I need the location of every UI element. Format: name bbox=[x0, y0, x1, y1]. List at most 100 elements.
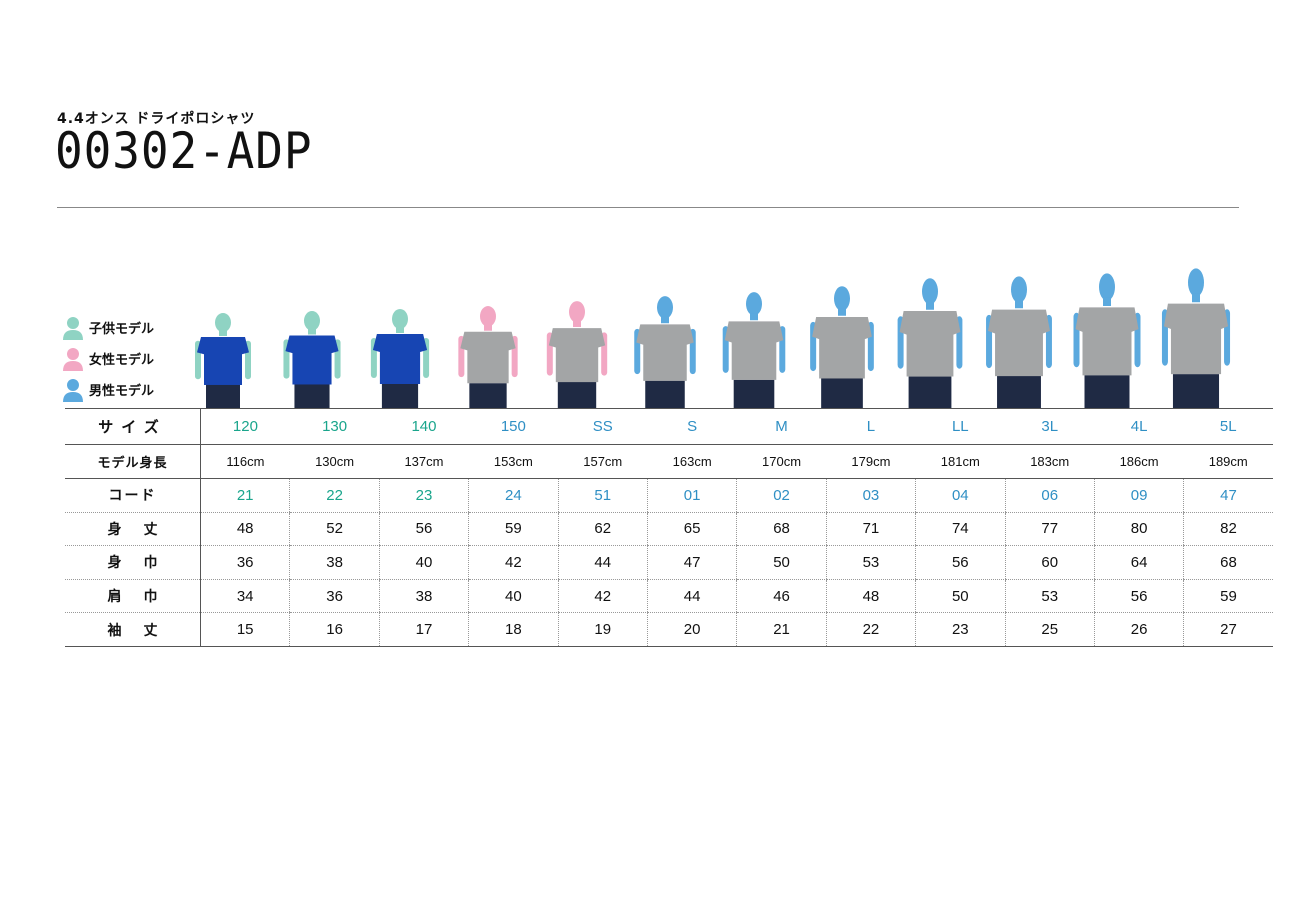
model-height-row-label: モデル身長 bbox=[65, 444, 201, 479]
length-cell: 59 bbox=[468, 512, 559, 547]
shoulder-cell: 50 bbox=[915, 579, 1006, 614]
sleeve-cell: 18 bbox=[468, 612, 559, 647]
width-cell: 47 bbox=[646, 545, 737, 580]
legend-woman-label: 女性モデル bbox=[89, 353, 155, 368]
sleeve-cell: 22 bbox=[825, 612, 916, 647]
sleeve-cell: 21 bbox=[736, 612, 827, 647]
width-row: 身巾 36 38 40 42 44 47 50 53 56 60 64 68 bbox=[65, 545, 1273, 580]
length-cell: 65 bbox=[646, 512, 737, 547]
model-height-cell: 179cm bbox=[826, 444, 916, 479]
size-cell: L bbox=[826, 408, 916, 445]
man-model-figure bbox=[722, 292, 785, 408]
size-row-label: サイズ bbox=[65, 408, 201, 445]
width-row-label: 身巾 bbox=[65, 545, 201, 580]
length-row-label: 身丈 bbox=[65, 512, 201, 547]
width-cell: 64 bbox=[1093, 545, 1184, 580]
sleeve-row: 袖丈 15 16 17 18 19 20 21 22 23 25 26 27 bbox=[65, 612, 1273, 647]
size-cell: 4L bbox=[1094, 408, 1184, 445]
width-cell: 50 bbox=[736, 545, 827, 580]
model-height-cell: 116cm bbox=[200, 444, 290, 479]
man-model-figure bbox=[634, 296, 696, 408]
model-height-cell: 137cm bbox=[379, 444, 469, 479]
model-height-cell: 181cm bbox=[915, 444, 1006, 479]
model-height-cell: 189cm bbox=[1183, 444, 1273, 479]
length-row: 身丈 48 52 56 59 62 65 68 71 74 77 80 82 bbox=[65, 512, 1273, 547]
product-code-title: 00302-ADP bbox=[55, 122, 313, 180]
sleeve-cell: 15 bbox=[199, 612, 290, 647]
model-legend: 子供モデル 女性モデル 男性モデル bbox=[63, 312, 154, 405]
code-row-label: コード bbox=[65, 478, 201, 513]
model-height-row: モデル身長 116cm 130cm 137cm 153cm 157cm 163cm 170c… bbox=[65, 444, 1273, 479]
sleeve-cell: 19 bbox=[557, 612, 648, 647]
length-cell: 62 bbox=[557, 512, 648, 547]
legend-kid: 子供モデル bbox=[63, 312, 154, 343]
sleeve-cell: 17 bbox=[378, 612, 469, 647]
length-cell: 80 bbox=[1093, 512, 1184, 547]
model-height-cell: 163cm bbox=[647, 444, 737, 479]
shoulder-cell: 48 bbox=[825, 579, 916, 614]
width-cell: 36 bbox=[199, 545, 290, 580]
shoulder-cell: 42 bbox=[557, 579, 648, 614]
legend-man-label: 男性モデル bbox=[89, 384, 155, 399]
shoulder-cell: 46 bbox=[736, 579, 827, 614]
model-height-cell: 130cm bbox=[289, 444, 380, 479]
shoulder-cell: 34 bbox=[199, 579, 290, 614]
size-cell: S bbox=[647, 408, 737, 445]
shoulder-row: 肩巾 34 36 38 40 42 44 46 48 50 53 56 59 bbox=[65, 579, 1273, 614]
shoulder-cell: 56 bbox=[1093, 579, 1184, 614]
kid-person-icon bbox=[63, 316, 83, 340]
length-cell: 48 bbox=[199, 512, 290, 547]
size-cell: M bbox=[736, 408, 827, 445]
code-cell: 01 bbox=[646, 478, 737, 513]
size-cell: 3L bbox=[1005, 408, 1095, 445]
shoulder-cell: 53 bbox=[1004, 579, 1095, 614]
code-cell: 24 bbox=[468, 478, 559, 513]
man-model-figure bbox=[810, 286, 874, 408]
code-cell: 06 bbox=[1004, 478, 1095, 513]
man-model-figure bbox=[897, 278, 963, 408]
shoulder-cell: 36 bbox=[289, 579, 380, 614]
sleeve-cell: 27 bbox=[1183, 612, 1273, 647]
sleeve-row-label: 袖丈 bbox=[65, 612, 201, 647]
code-cell: 09 bbox=[1093, 478, 1184, 513]
width-cell: 68 bbox=[1183, 545, 1273, 580]
shoulder-row-label: 肩巾 bbox=[65, 579, 201, 614]
sleeve-cell: 26 bbox=[1093, 612, 1184, 647]
size-cell: LL bbox=[915, 408, 1006, 445]
man-model-figure bbox=[1161, 268, 1230, 408]
shoulder-cell: 40 bbox=[468, 579, 559, 614]
size-cell: 120 bbox=[200, 408, 290, 445]
model-height-cell: 183cm bbox=[1005, 444, 1095, 479]
code-row: コード 21 22 23 24 51 01 02 03 04 06 09 47 bbox=[65, 478, 1273, 513]
width-cell: 42 bbox=[468, 545, 559, 580]
size-chart-table: サイズ 120 130 140 150 SS S M L LL 3L 4L 5L モデル身長 116c… bbox=[65, 408, 1273, 647]
size-cell: 130 bbox=[289, 408, 380, 445]
width-cell: 60 bbox=[1004, 545, 1095, 580]
man-person-icon bbox=[63, 378, 83, 402]
shoulder-cell: 44 bbox=[646, 579, 737, 614]
size-cell: SS bbox=[558, 408, 648, 445]
sleeve-cell: 25 bbox=[1004, 612, 1095, 647]
code-cell: 47 bbox=[1183, 478, 1273, 513]
woman-model-figure bbox=[458, 306, 519, 408]
size-cell: 140 bbox=[379, 408, 469, 445]
width-cell: 44 bbox=[557, 545, 648, 580]
width-cell: 38 bbox=[289, 545, 380, 580]
size-cell: 150 bbox=[468, 408, 559, 445]
man-model-figure bbox=[985, 276, 1052, 408]
code-cell: 03 bbox=[825, 478, 916, 513]
kid-model-figure bbox=[195, 312, 252, 408]
kid-model-figure bbox=[370, 309, 430, 408]
length-cell: 68 bbox=[736, 512, 827, 547]
code-cell: 51 bbox=[557, 478, 648, 513]
size-cell: 5L bbox=[1183, 408, 1273, 445]
woman-model-figure bbox=[546, 301, 607, 408]
man-model-figure bbox=[1073, 273, 1141, 408]
length-cell: 82 bbox=[1183, 512, 1273, 547]
size-row: サイズ 120 130 140 150 SS S M L LL 3L 4L 5L bbox=[65, 408, 1273, 445]
legend-woman: 女性モデル bbox=[63, 343, 154, 374]
length-cell: 52 bbox=[289, 512, 380, 547]
code-cell: 23 bbox=[378, 478, 469, 513]
shoulder-cell: 59 bbox=[1183, 579, 1273, 614]
length-cell: 74 bbox=[915, 512, 1006, 547]
